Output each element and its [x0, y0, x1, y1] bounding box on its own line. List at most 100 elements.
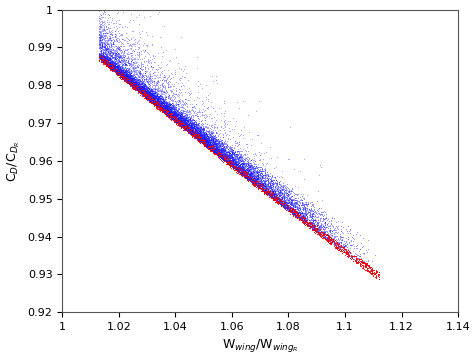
Point: [178, 119, 186, 125]
Point: [129, 84, 137, 90]
Point: [105, 13, 113, 18]
Point: [150, 100, 158, 106]
Point: [124, 75, 131, 81]
Point: [197, 138, 205, 143]
Point: [272, 198, 280, 203]
Point: [170, 116, 178, 122]
Point: [136, 84, 143, 89]
Point: [252, 180, 260, 186]
Point: [195, 125, 203, 131]
Point: [212, 140, 220, 146]
Point: [130, 75, 138, 81]
Point: [232, 118, 239, 123]
Point: [203, 132, 210, 138]
Point: [220, 152, 228, 157]
Point: [118, 36, 125, 42]
Point: [136, 85, 143, 90]
Point: [261, 182, 269, 188]
Point: [158, 77, 165, 83]
Point: [177, 112, 185, 117]
Point: [157, 105, 164, 111]
Point: [138, 85, 145, 91]
Point: [203, 105, 211, 111]
Point: [281, 204, 288, 210]
Point: [180, 125, 188, 131]
Point: [132, 80, 139, 86]
Point: [204, 144, 211, 150]
Point: [241, 173, 248, 179]
Point: [242, 172, 250, 178]
Point: [184, 125, 191, 131]
Point: [173, 119, 180, 125]
Point: [336, 240, 343, 246]
Point: [181, 126, 189, 132]
Point: [173, 117, 180, 123]
Point: [272, 177, 280, 183]
Point: [98, 33, 106, 39]
Point: [119, 75, 127, 80]
Point: [199, 136, 207, 142]
Point: [153, 103, 161, 109]
Point: [229, 147, 237, 153]
Point: [195, 134, 203, 140]
Point: [122, 74, 130, 80]
Point: [147, 86, 154, 92]
Point: [100, 58, 108, 64]
Point: [216, 148, 224, 153]
Point: [119, 75, 126, 81]
Point: [178, 123, 186, 129]
Point: [255, 183, 262, 188]
Point: [157, 107, 165, 112]
Point: [177, 121, 184, 126]
Point: [215, 143, 223, 149]
Point: [263, 169, 271, 175]
Point: [224, 159, 232, 165]
Point: [149, 100, 157, 106]
Point: [313, 211, 321, 217]
Point: [212, 136, 219, 142]
Point: [173, 116, 180, 122]
Point: [148, 99, 156, 105]
Point: [139, 92, 147, 98]
Point: [278, 201, 285, 207]
Point: [188, 130, 196, 135]
Point: [200, 140, 208, 145]
Point: [191, 133, 199, 139]
Point: [146, 98, 154, 103]
Point: [229, 165, 237, 170]
Point: [137, 84, 145, 90]
Point: [151, 96, 159, 102]
Point: [194, 127, 202, 132]
Point: [98, 14, 105, 20]
Point: [129, 75, 137, 81]
Point: [179, 116, 187, 122]
Point: [239, 169, 247, 175]
Point: [141, 93, 149, 99]
Point: [242, 168, 249, 174]
Point: [159, 100, 166, 106]
Point: [100, 56, 108, 62]
Point: [195, 134, 202, 139]
Point: [266, 192, 273, 198]
Point: [153, 94, 160, 99]
Point: [107, 61, 114, 67]
Point: [184, 129, 192, 134]
Point: [177, 122, 185, 128]
Point: [201, 136, 209, 141]
Point: [178, 122, 185, 128]
Point: [105, 63, 113, 69]
Point: [151, 101, 159, 107]
Point: [276, 195, 283, 201]
Point: [187, 131, 194, 137]
Point: [172, 115, 180, 121]
Point: [107, 62, 114, 68]
Point: [168, 109, 176, 115]
Point: [211, 138, 218, 144]
Point: [212, 145, 220, 151]
Point: [108, 65, 115, 71]
Point: [197, 136, 205, 142]
Point: [184, 127, 192, 133]
Point: [305, 209, 313, 215]
Point: [195, 122, 202, 128]
Point: [114, 51, 121, 57]
